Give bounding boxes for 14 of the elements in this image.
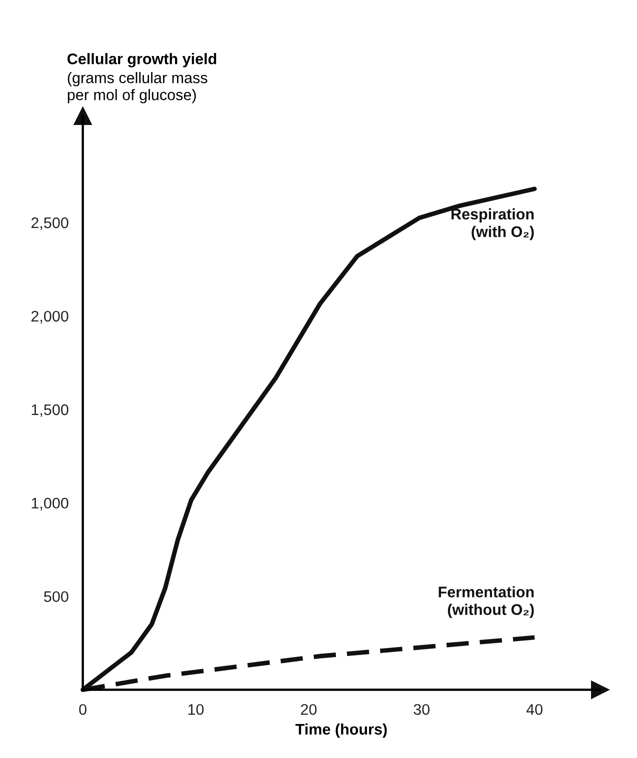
- y-tick-label: 2,500: [31, 217, 68, 230]
- x-tick-label: 20: [300, 704, 317, 715]
- series-label: Fermentation (without O₂): [438, 586, 534, 618]
- y-tick-label: 2,000: [31, 310, 68, 324]
- x-tick-label: 0: [79, 704, 86, 715]
- y-tick-label: 500: [44, 591, 68, 602]
- x-tick-label: 10: [188, 704, 204, 715]
- series-label: Respiration (with O₂): [452, 208, 534, 240]
- x-tick-label: 30: [414, 704, 430, 715]
- y-tick-label: 1,000: [32, 498, 68, 510]
- y-axis-title: Cellular growth yield (grams cellular mass per mol of glucose): [68, 53, 216, 104]
- x-tick-label: 40: [526, 704, 542, 715]
- y-tick-label: 1,500: [32, 404, 68, 417]
- x-axis-title: Time (hours): [295, 723, 387, 738]
